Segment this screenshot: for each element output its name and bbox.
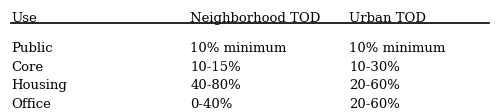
Text: Urban TOD: Urban TOD xyxy=(350,12,426,24)
Text: Neighborhood TOD: Neighborhood TOD xyxy=(190,12,320,24)
Text: Core: Core xyxy=(12,60,44,73)
Text: 0-40%: 0-40% xyxy=(190,97,232,110)
Text: Housing: Housing xyxy=(12,79,67,91)
Text: 10-30%: 10-30% xyxy=(350,60,401,73)
Text: 10-15%: 10-15% xyxy=(190,60,241,73)
Text: 10% minimum: 10% minimum xyxy=(350,42,446,55)
Text: Public: Public xyxy=(12,42,53,55)
Text: Use: Use xyxy=(12,12,37,24)
Text: 40-80%: 40-80% xyxy=(190,79,241,91)
Text: Office: Office xyxy=(12,97,51,110)
Text: 20-60%: 20-60% xyxy=(350,97,401,110)
Text: 20-60%: 20-60% xyxy=(350,79,401,91)
Text: 10% minimum: 10% minimum xyxy=(190,42,286,55)
